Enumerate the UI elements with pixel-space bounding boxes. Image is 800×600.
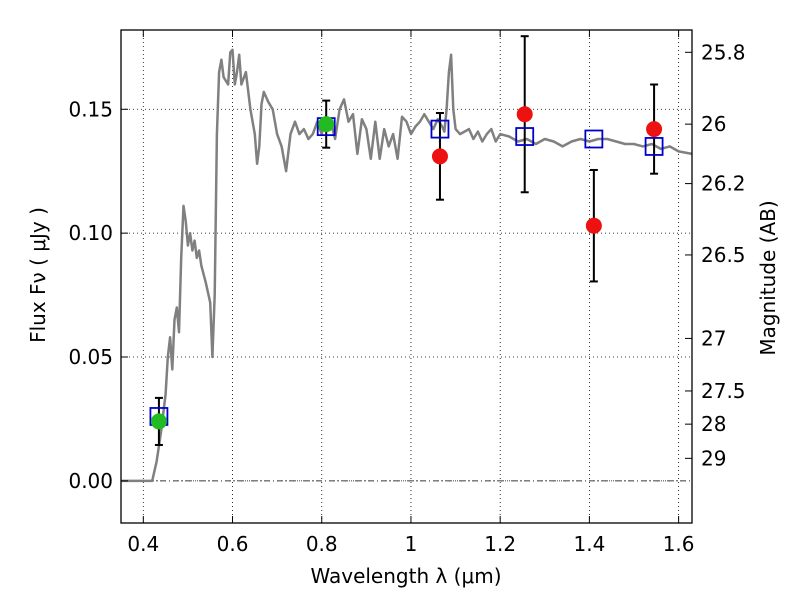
mag-tick-label: 27 <box>701 326 726 350</box>
x-tick-label: 0.4 <box>127 532 159 556</box>
x-tick-label: 0.6 <box>217 532 249 556</box>
y-tick-label: 0.10 <box>68 221 113 245</box>
mag-tick-label: 26.2 <box>701 172 746 196</box>
y-tick-label: 0.15 <box>68 97 113 121</box>
data-point <box>646 121 663 138</box>
y-tick-label: 0.05 <box>68 345 113 369</box>
mag-tick-label: 28 <box>701 412 726 436</box>
y-tick-label: 0.00 <box>68 469 113 493</box>
x-tick-label: 1.4 <box>573 532 605 556</box>
mag-tick-label: 26 <box>701 112 726 136</box>
data-point <box>585 217 602 234</box>
plot-frame <box>120 29 693 524</box>
spectrum-line <box>121 48 693 483</box>
y-axis-right-label: Magnitude (AB) <box>756 200 780 355</box>
model-square <box>430 119 450 139</box>
data-point <box>516 106 533 123</box>
data-point <box>318 116 335 133</box>
model-square <box>584 129 604 149</box>
x-tick-label: 1.6 <box>663 532 695 556</box>
mag-tick-label: 27.5 <box>701 379 746 403</box>
mag-tick-label: 25.8 <box>701 40 746 64</box>
data-point <box>431 148 448 165</box>
y-axis-label: Flux Fν ( μJy ) <box>26 207 50 343</box>
mag-tick-label: 26.5 <box>701 243 746 267</box>
data-point <box>150 413 167 430</box>
x-axis-label: Wavelength λ (μm) <box>310 564 501 588</box>
grid-lines <box>121 30 692 523</box>
x-tick-label: 1 <box>405 532 418 556</box>
x-tick-label: 0.8 <box>306 532 338 556</box>
model-square <box>515 127 535 146</box>
axis-ticks: 0.4 0.6 0.8 1 1.2 1.4 1.6 0.00 0.05 0.10 0.15 25.8 2… <box>68 30 746 556</box>
data-layer <box>121 35 693 483</box>
x-tick-label: 1.2 <box>484 532 516 556</box>
model-square <box>644 137 664 156</box>
mag-tick-label: 29 <box>701 446 726 470</box>
